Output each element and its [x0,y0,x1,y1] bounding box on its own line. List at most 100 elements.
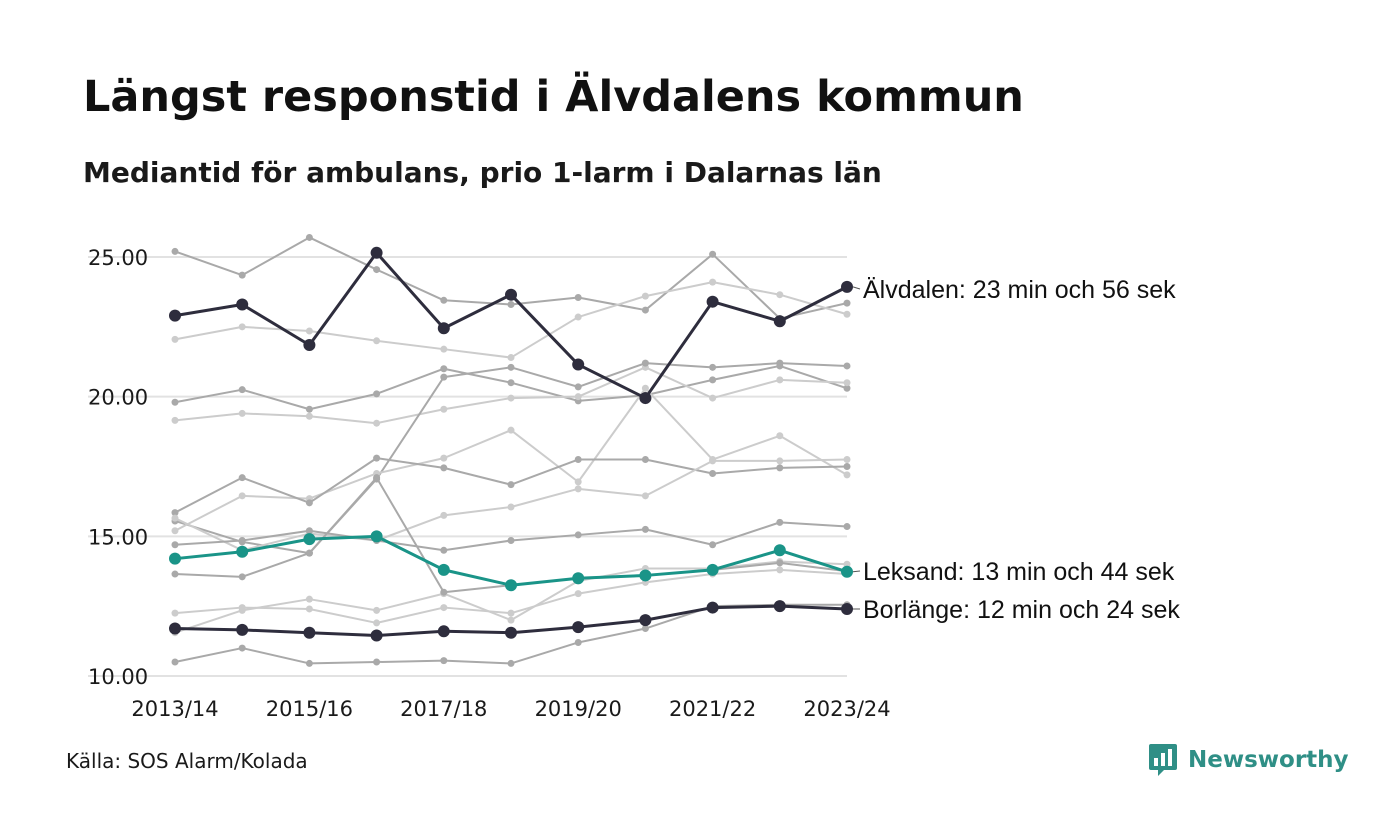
background-series-point [238,271,246,279]
series-alvdalen-point [639,392,652,405]
background-series-point [641,625,649,633]
series-label-alvdalen: Älvdalen: 23 min och 56 sek [863,276,1176,304]
background-series-point [171,570,179,578]
background-series-point [507,537,515,545]
background-series-point [507,300,515,308]
background-series-point [641,306,649,314]
background-series-point [507,394,515,402]
series-leksand-point [706,563,719,576]
background-series-point [440,511,448,519]
series-leksand-point [773,544,786,557]
series-borlange-point [841,602,853,615]
background-series-point [507,481,515,489]
background-series-point [574,590,582,598]
highlighted-series [169,246,853,642]
background-series-point [709,469,717,477]
series-borlange-point [169,622,181,635]
background-series-point [171,514,179,522]
background-series-point [305,549,313,557]
background-series-point [373,454,381,462]
background-series-point [440,604,448,612]
series-alvdalen-point [303,338,316,351]
background-series-point [776,464,784,472]
newsworthy-chart-bubble-icon [1149,744,1177,776]
background-series-point [507,609,515,617]
y-tick-label: 20.00 [88,386,148,410]
background-series-point [641,384,649,392]
series-leksand-point [639,569,652,582]
background-series-point [440,588,448,596]
series-borlange-point [773,600,786,613]
background-series-point [373,390,381,398]
background-series-point [507,503,515,511]
background-series-point [641,492,649,500]
background-series-point [574,383,582,391]
background-series-point [440,345,448,353]
x-tick-label: 2021/22 [669,697,756,721]
background-series-point [843,299,851,307]
background-series-point [171,247,179,255]
x-tick-label: 2019/20 [535,697,622,721]
series-label-leksand: Leksand: 13 min och 44 sek [863,558,1175,586]
background-series-point [305,412,313,420]
background-series-point [238,492,246,500]
background-series-point [776,432,784,440]
background-series-point [776,359,784,367]
background-series-point [373,619,381,627]
series-borlange-point [370,629,383,642]
background-series-point [171,509,179,517]
series-borlange-point [437,625,450,638]
background-series-point [776,566,784,574]
background-series-point [641,359,649,367]
background-series-point [373,474,381,482]
series-leksand-point [169,552,181,565]
background-series-point [843,463,851,470]
background-series-point [776,559,784,567]
background-series-point [776,518,784,526]
background-series-point [843,362,851,370]
x-tick-label: 2023/24 [803,697,890,721]
series-alvdalen-point [572,358,585,371]
series-leksand-point [841,565,853,578]
series-alvdalen-point [706,295,719,308]
background-series-point [238,573,246,581]
background-series-point [440,296,448,304]
background-series-point [171,416,179,424]
background-series-point [373,658,381,666]
background-series-point [373,266,381,274]
background-series-point [440,373,448,381]
series-alvdalen-point [236,298,249,311]
background-series-point [373,419,381,427]
background-series-point [843,560,851,568]
series-borlange-point [236,623,249,636]
series-alvdalen-point [841,280,853,293]
series-label-borlange: Borlänge: 12 min och 24 sek [863,596,1180,624]
series-alvdalen-point [773,315,786,328]
background-series-point [305,327,313,335]
background-series-point [373,606,381,614]
background-series-point [305,233,313,241]
line-chart: 10.00 15.00 20.00 25.00 2013/14 2015/16 2017/… [88,233,1180,721]
x-tick-label: 2013/14 [131,697,218,721]
series-end-labels: Älvdalen: 23 min och 56 sek Leksand: 13 m… [852,276,1180,624]
background-series-point [440,464,448,472]
background-series-point [440,546,448,554]
background-series-point [574,478,582,486]
page-title: Längst responstid i Älvdalens kommun [83,72,1024,122]
background-series-point [440,405,448,413]
background-series-point [171,398,179,406]
background-series-point [238,604,246,612]
source-note: Källa: SOS Alarm/Kolada [66,749,308,773]
background-series-point [440,657,448,665]
series-alvdalen-point [437,322,450,335]
background-series-point [574,294,582,302]
series-leksand-point [437,563,450,576]
x-tick-label: 2015/16 [266,697,353,721]
background-series-point [776,376,784,384]
background-series-point [440,454,448,462]
background-series-point [171,541,179,549]
background-series-point [709,457,717,465]
background-series-point [574,456,582,464]
background-series-point [574,531,582,539]
x-axis-tick-labels: 2013/14 2015/16 2017/18 2019/20 2021/22 2023/… [131,697,890,721]
